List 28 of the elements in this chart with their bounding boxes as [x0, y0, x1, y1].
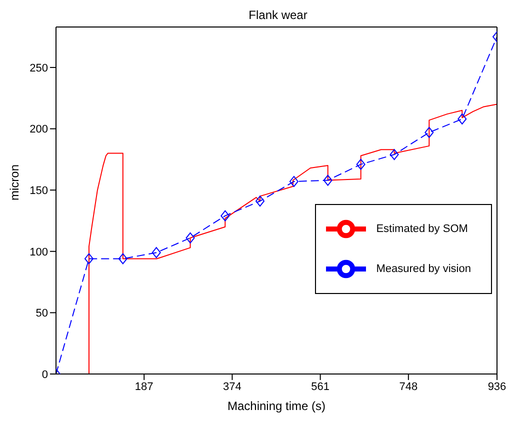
legend-label: Measured by vision: [376, 262, 471, 275]
x-tick-label: 374: [223, 380, 242, 393]
x-tick-label: 187: [134, 380, 154, 393]
x-tick-label: 748: [399, 380, 418, 393]
point: [118, 253, 128, 264]
point: [256, 196, 265, 207]
legend-label: Estimated by SOM: [376, 222, 468, 235]
x-axis-title: Machining time (s): [227, 399, 326, 413]
point: [424, 126, 434, 138]
point: [220, 210, 230, 222]
point: [289, 176, 298, 187]
point: [458, 113, 467, 124]
chart-title: Flank wear: [248, 8, 308, 24]
point: [323, 174, 332, 186]
y-axis-title: micron: [7, 164, 22, 200]
point: [186, 232, 195, 244]
y-tick-label: 100: [30, 246, 48, 258]
point: [84, 253, 94, 264]
y-tick-label: 0: [42, 368, 48, 381]
y-tick-label: 150: [30, 184, 48, 197]
x-tick-label: 936: [488, 380, 506, 393]
y-tick-label: 200: [30, 124, 48, 136]
y-tick-label: 50: [36, 308, 48, 320]
point: [152, 247, 161, 258]
y-tick-label: 250: [30, 62, 48, 74]
point: [390, 149, 399, 160]
x-tick-label: 561: [311, 380, 330, 393]
point: [356, 158, 366, 170]
